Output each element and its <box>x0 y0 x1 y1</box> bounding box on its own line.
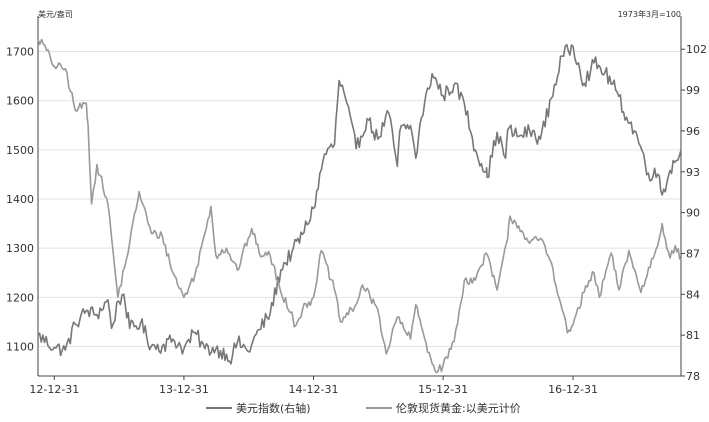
right-tick-label: 99 <box>686 84 700 97</box>
x-tick-label: 12-12-31 <box>29 383 79 396</box>
axes <box>37 16 685 380</box>
right-tick-label: 102 <box>686 43 707 56</box>
x-tick-label: 16-12-31 <box>548 383 598 396</box>
right-tick-label: 78 <box>686 370 700 383</box>
right-tick-label: 96 <box>686 125 700 138</box>
gridlines <box>38 51 681 347</box>
series-line-1 <box>37 38 682 374</box>
right-tick-label: 84 <box>686 288 700 301</box>
x-tick-label: 15-12-31 <box>418 383 468 396</box>
left-tick-label: 1200 <box>6 291 34 304</box>
right-tick-label: 81 <box>686 329 700 342</box>
x-tick-label: 14-12-31 <box>289 383 339 396</box>
series-line-0 <box>37 43 682 365</box>
left-axis-unit: 美元/盎司 <box>38 9 73 19</box>
series-layer <box>37 38 682 374</box>
left-tick-label: 1700 <box>6 46 34 59</box>
left-tick-label: 1100 <box>6 341 34 354</box>
left-tick-label: 1500 <box>6 144 34 157</box>
right-tick-label: 87 <box>686 247 700 260</box>
right-tick-label: 90 <box>686 207 700 220</box>
x-tick-label: 13-12-31 <box>159 383 209 396</box>
left-tick-label: 1400 <box>6 193 34 206</box>
legend: 美元指数(右轴) 伦敦现货黄金:以美元计价 <box>206 401 521 415</box>
right-tick-label: 93 <box>686 166 700 179</box>
legend-label-0: 美元指数(右轴) <box>236 401 311 415</box>
legend-label-1: 伦敦现货黄金:以美元计价 <box>396 401 521 415</box>
left-tick-label: 1300 <box>6 242 34 255</box>
tick-labels: 1100 1200 1300 1400 1500 1600 1700 78 81 84 87 90 93… <box>6 43 707 396</box>
right-axis-unit: 1973年3月=100 <box>618 9 681 19</box>
left-tick-label: 1600 <box>6 95 34 108</box>
